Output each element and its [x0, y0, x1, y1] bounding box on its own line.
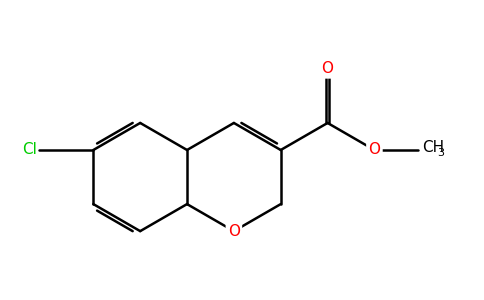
Text: Cl: Cl: [22, 142, 37, 158]
Text: CH: CH: [422, 140, 444, 155]
Text: 3: 3: [437, 148, 444, 158]
Text: O: O: [368, 142, 380, 158]
Text: O: O: [228, 224, 240, 238]
Text: O: O: [321, 61, 333, 76]
